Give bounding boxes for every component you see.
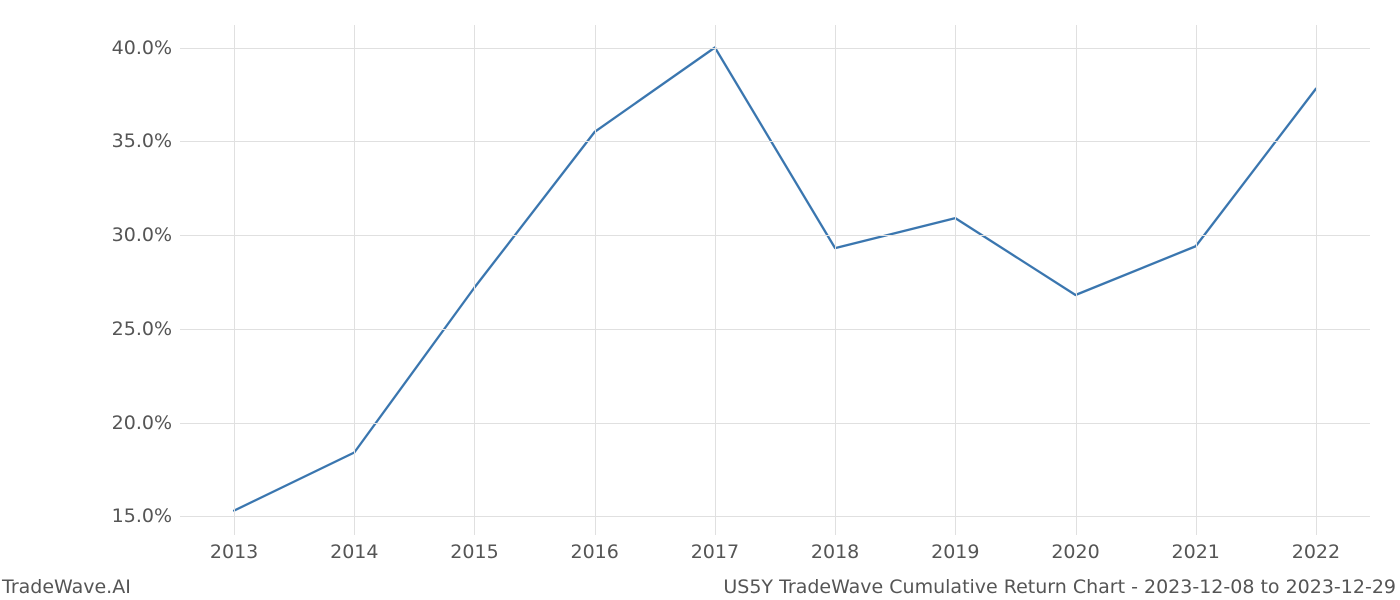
y-tick-label: 30.0% — [112, 224, 180, 246]
x-tick-label: 2019 — [931, 535, 979, 563]
x-tick-label: 2013 — [210, 535, 258, 563]
gridline-vertical — [474, 25, 475, 535]
y-tick-label: 15.0% — [112, 505, 180, 527]
gridline-vertical — [354, 25, 355, 535]
y-tick-label: 40.0% — [112, 37, 180, 59]
gridline-vertical — [1196, 25, 1197, 535]
series-line — [234, 48, 1316, 511]
x-tick-label: 2017 — [691, 535, 739, 563]
footer-brand: TradeWave.AI — [2, 576, 131, 598]
gridline-vertical — [1076, 25, 1077, 535]
x-tick-label: 2022 — [1292, 535, 1340, 563]
footer-caption: US5Y TradeWave Cumulative Return Chart -… — [723, 576, 1396, 598]
y-tick-label: 20.0% — [112, 412, 180, 434]
chart-container: 15.0% 20.0% 25.0% 30.0% 35.0% 40.0% 2013 2014 20… — [0, 0, 1400, 600]
x-tick-label: 2020 — [1051, 535, 1099, 563]
gridline-horizontal — [180, 329, 1370, 330]
gridline-vertical — [955, 25, 956, 535]
gridline-vertical — [835, 25, 836, 535]
gridline-vertical — [1316, 25, 1317, 535]
y-tick-label: 25.0% — [112, 318, 180, 340]
x-tick-label: 2014 — [330, 535, 378, 563]
x-tick-label: 2016 — [571, 535, 619, 563]
gridline-vertical — [715, 25, 716, 535]
y-tick-label: 35.0% — [112, 130, 180, 152]
gridline-vertical — [595, 25, 596, 535]
gridline-horizontal — [180, 48, 1370, 49]
gridline-horizontal — [180, 423, 1370, 424]
x-tick-label: 2021 — [1172, 535, 1220, 563]
x-tick-label: 2018 — [811, 535, 859, 563]
gridline-horizontal — [180, 141, 1370, 142]
plot-area: 15.0%20.0%25.0%30.0%35.0%40.0%2013201420… — [180, 25, 1370, 535]
x-tick-label: 2015 — [450, 535, 498, 563]
gridline-vertical — [234, 25, 235, 535]
gridline-horizontal — [180, 516, 1370, 517]
gridline-horizontal — [180, 235, 1370, 236]
line-chart-svg — [180, 25, 1370, 535]
